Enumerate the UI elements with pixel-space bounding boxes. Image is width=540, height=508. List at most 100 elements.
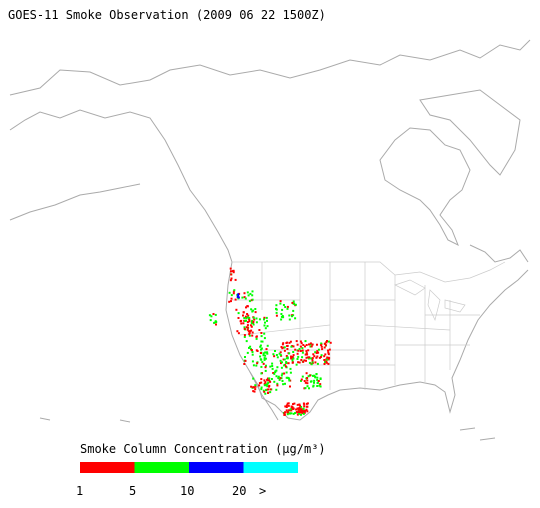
smoke-pixel <box>264 369 267 372</box>
smoke-pixel <box>268 385 270 388</box>
smoke-pixel <box>265 316 268 319</box>
smoke-pixel <box>305 352 308 355</box>
smoke-pixel <box>292 351 295 353</box>
smoke-pixel <box>298 403 301 406</box>
smoke-pixel <box>229 279 232 282</box>
smoke-pixel <box>280 377 283 380</box>
smoke-pixel <box>323 342 326 345</box>
smoke-pixel <box>278 352 281 355</box>
smoke-pixel <box>325 341 328 344</box>
smoke-pixel <box>255 321 258 324</box>
smoke-pixel <box>277 377 280 379</box>
smoke-pixel <box>306 353 309 356</box>
smoke-pixel <box>246 324 249 327</box>
smoke-pixel <box>313 381 315 384</box>
smoke-pixel <box>303 359 306 362</box>
smoke-pixel <box>320 355 322 358</box>
smoke-pixel <box>251 310 254 313</box>
smoke-pixel <box>292 314 295 317</box>
smoke-pixel <box>265 389 267 392</box>
smoke-pixel <box>228 291 231 294</box>
smoke-pixel <box>255 364 258 367</box>
smoke-pixel <box>310 380 313 383</box>
smoke-pixel <box>289 385 291 388</box>
smoke-pixel <box>285 355 288 357</box>
smoke-pixel <box>304 340 307 343</box>
smoke-pixel <box>304 381 307 384</box>
smoke-pixel <box>272 353 275 356</box>
smoke-pixel <box>243 292 246 295</box>
smoke-pixel <box>323 363 326 365</box>
smoke-pixel <box>296 413 299 416</box>
smoke-pixel <box>245 340 248 343</box>
smoke-pixel <box>262 389 265 392</box>
smoke-pixel <box>230 270 232 273</box>
smoke-pixel <box>263 382 266 385</box>
smoke-pixel <box>247 294 250 297</box>
smoke-pixel <box>248 320 251 323</box>
colorbar-segment <box>80 462 135 473</box>
smoke-pixel <box>324 360 327 363</box>
smoke-pixel <box>259 345 262 348</box>
great-lakes <box>394 279 466 322</box>
smoke-pixel <box>269 365 272 368</box>
smoke-pixel <box>292 357 295 360</box>
smoke-pixel <box>303 403 306 406</box>
smoke-pixel <box>273 355 276 358</box>
smoke-pixel <box>272 372 275 374</box>
smoke-pixel <box>258 318 261 321</box>
smoke-pixel <box>250 349 253 352</box>
smoke-pixel <box>298 411 300 414</box>
smoke-pixel <box>260 335 263 338</box>
smoke-pixel <box>266 378 269 381</box>
smoke-pixel <box>281 372 284 375</box>
smoke-pixel <box>317 348 320 351</box>
coastline <box>9 109 233 263</box>
smoke-pixel <box>260 348 262 351</box>
smoke-pixel <box>253 318 256 321</box>
smoke-pixel <box>311 357 314 360</box>
smoke-pixel <box>298 412 300 415</box>
smoke-pixel <box>274 371 277 373</box>
smoke-pixel <box>327 351 330 354</box>
smoke-pixel <box>327 340 330 343</box>
smoke-pixel <box>291 301 294 304</box>
smoke-pixel <box>285 409 288 412</box>
smoke-pixel <box>259 344 262 347</box>
smoke-pixel <box>292 309 295 312</box>
smoke-pixel <box>251 319 254 322</box>
smoke-pixel <box>266 351 269 354</box>
smoke-pixel <box>254 311 257 314</box>
smoke-pixel <box>316 343 318 346</box>
smoke-pixel <box>244 297 247 300</box>
smoke-pixel <box>311 362 314 365</box>
smoke-pixel <box>264 351 267 354</box>
smoke-pixel <box>263 384 266 387</box>
smoke-pixel <box>234 278 237 281</box>
smoke-pixel <box>293 302 296 305</box>
legend-title: Smoke Column Concentration (μg/m³) <box>80 442 326 456</box>
smoke-pixel <box>325 361 328 364</box>
smoke-pixel <box>264 366 267 369</box>
smoke-pixel <box>306 382 309 385</box>
smoke-pixel <box>320 354 323 357</box>
smoke-pixel <box>260 388 263 391</box>
border <box>232 299 480 366</box>
coastline <box>379 127 471 247</box>
smoke-pixel <box>251 334 254 337</box>
smoke-pixel <box>300 378 303 381</box>
smoke-pixel <box>301 375 304 378</box>
smoke-pixel <box>312 353 315 356</box>
smoke-pixel <box>297 355 300 358</box>
smoke-pixel <box>296 358 299 360</box>
smoke-pixel <box>264 357 267 360</box>
smoke-pixel <box>281 308 284 311</box>
smoke-pixel <box>303 411 306 414</box>
smoke-pixel <box>292 300 295 303</box>
smoke-pixel <box>301 412 304 415</box>
smoke-pixel <box>260 365 263 368</box>
smoke-pixel <box>285 365 287 368</box>
smoke-pixel <box>300 342 303 345</box>
smoke-pixel <box>261 340 264 343</box>
